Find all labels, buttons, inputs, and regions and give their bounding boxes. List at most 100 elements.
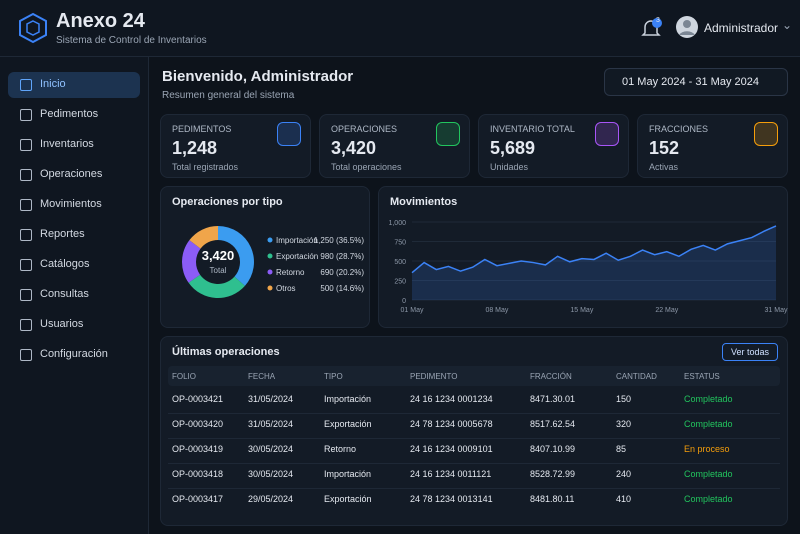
value-label: 690 (20.2%)	[320, 268, 364, 277]
nav-icon[interactable]	[20, 109, 32, 121]
cell: Exportación	[324, 419, 372, 429]
row-divider	[168, 438, 780, 439]
donut-segment	[218, 226, 255, 286]
cell: 85	[616, 444, 627, 454]
table-header-bg	[168, 366, 780, 386]
nav-item[interactable]: Pedimentos	[40, 108, 99, 120]
x-tick-label: 22 May	[655, 307, 678, 314]
status: Completado	[684, 419, 733, 429]
status: Completado	[684, 494, 733, 504]
legend-dot	[267, 237, 273, 243]
kpi-label: OPERACIONES	[331, 124, 398, 134]
column-header: ESTATUS	[684, 372, 720, 381]
kpi-value: 152	[649, 138, 680, 158]
kpi-icon	[754, 122, 778, 146]
donut-segment	[189, 226, 218, 249]
kpi-card	[478, 114, 629, 178]
nav-icon[interactable]	[20, 169, 32, 181]
kpi-caption: Activas	[649, 162, 679, 172]
nav-icon[interactable]	[20, 199, 32, 211]
kpi-caption: Total operaciones	[331, 162, 402, 172]
kpi-card	[319, 114, 470, 178]
cell: 8471.30.01	[530, 394, 576, 404]
nav-item[interactable]: Movimientos	[40, 198, 102, 210]
y-tick-label: 1,000	[388, 220, 406, 227]
x-tick-label: 08 May	[485, 307, 508, 314]
donut-segment	[188, 274, 245, 298]
view-all-button[interactable]: Ver todas	[722, 343, 779, 361]
row-divider	[168, 463, 780, 464]
cell: OP-0003421	[172, 394, 224, 404]
cell: 30/05/2024	[248, 469, 294, 479]
app-subtitle: Sistema de Control de Inventarios	[56, 35, 207, 46]
cell: 240	[616, 469, 632, 479]
chart-title: Operaciones por tipo	[172, 196, 283, 208]
kpi-value: 5,689	[490, 138, 536, 158]
nav-item[interactable]: Configuración	[40, 348, 108, 360]
user-name[interactable]: Administrador	[704, 21, 779, 35]
date-picker[interactable]	[604, 68, 788, 96]
kpi-caption: Total registrados	[172, 162, 239, 172]
kpi-card	[637, 114, 788, 178]
nav-icon[interactable]	[20, 259, 32, 271]
cell: 31/05/2024	[248, 394, 294, 404]
date-range[interactable]: 01 May 2024 - 31 May 2024	[622, 76, 759, 88]
chevron[interactable]: ⌄	[782, 18, 793, 32]
status: Completado	[684, 469, 733, 479]
cell: OP-0003419	[172, 444, 224, 454]
y-tick-label: 750	[394, 240, 406, 247]
cell: 24 16 1234 0011121	[410, 469, 492, 479]
nav-item[interactable]: Inventarios	[40, 138, 94, 150]
nav-icon[interactable]	[20, 79, 32, 91]
kpi-icon	[595, 122, 619, 146]
cell: 8407.10.99	[530, 444, 576, 454]
avatar[interactable]	[676, 16, 698, 38]
column-header: FRACCIÓN	[530, 372, 572, 381]
value-label: 1,250 (36.5%)	[314, 236, 365, 245]
kpi-label: FRACCIONES	[649, 124, 709, 134]
column-header: TIPO	[324, 372, 343, 381]
kpi-icon	[436, 122, 460, 146]
cell: 24 78 1234 0013141	[410, 494, 493, 504]
status: Completado	[684, 394, 733, 404]
column-header: FOLIO	[172, 372, 197, 381]
cell: 24 78 1234 0005678	[410, 419, 493, 429]
column-header: PEDIMENTO	[410, 372, 458, 381]
nav-item[interactable]: Operaciones	[40, 168, 103, 180]
x-tick-label: 01 May	[401, 307, 424, 314]
legend-label: Otros	[276, 284, 296, 293]
nav-item[interactable]: Consultas	[40, 288, 89, 300]
cell: 24 16 1234 0009101	[410, 444, 493, 454]
nav-icon[interactable]	[20, 289, 32, 301]
y-tick-label: 500	[394, 259, 406, 266]
donut-segment	[182, 240, 201, 283]
nav-active[interactable]	[8, 72, 140, 98]
welcome-subtitle: Resumen general del sistema	[162, 90, 295, 101]
nav-icon[interactable]	[20, 349, 32, 361]
legend-label: Retorno	[276, 268, 305, 277]
header-bar	[0, 0, 800, 57]
column-header: CANTIDAD	[616, 372, 657, 381]
nav-item[interactable]: Reportes	[40, 228, 85, 240]
notification-count: 3	[656, 17, 660, 24]
bell-icon[interactable]	[640, 18, 662, 40]
cell: 410	[616, 494, 632, 504]
cell: 320	[616, 419, 632, 429]
column-header: FECHA	[248, 372, 276, 381]
nav-item[interactable]: Usuarios	[40, 318, 84, 330]
y-tick-label: 0	[402, 298, 406, 305]
nav-icon[interactable]	[20, 139, 32, 151]
kpi-card	[160, 114, 311, 178]
status: En proceso	[684, 444, 730, 454]
cell: OP-0003418	[172, 469, 224, 479]
nav-icon[interactable]	[20, 229, 32, 241]
cell: OP-0003417	[172, 494, 224, 504]
nav-item[interactable]: Catálogos	[40, 258, 90, 270]
nav-icon[interactable]	[20, 319, 32, 331]
nav-item[interactable]: Inicio	[40, 78, 66, 90]
line-card	[378, 186, 788, 328]
kpi-value: 3,420	[331, 138, 377, 158]
cell: 8481.80.11	[530, 494, 575, 504]
